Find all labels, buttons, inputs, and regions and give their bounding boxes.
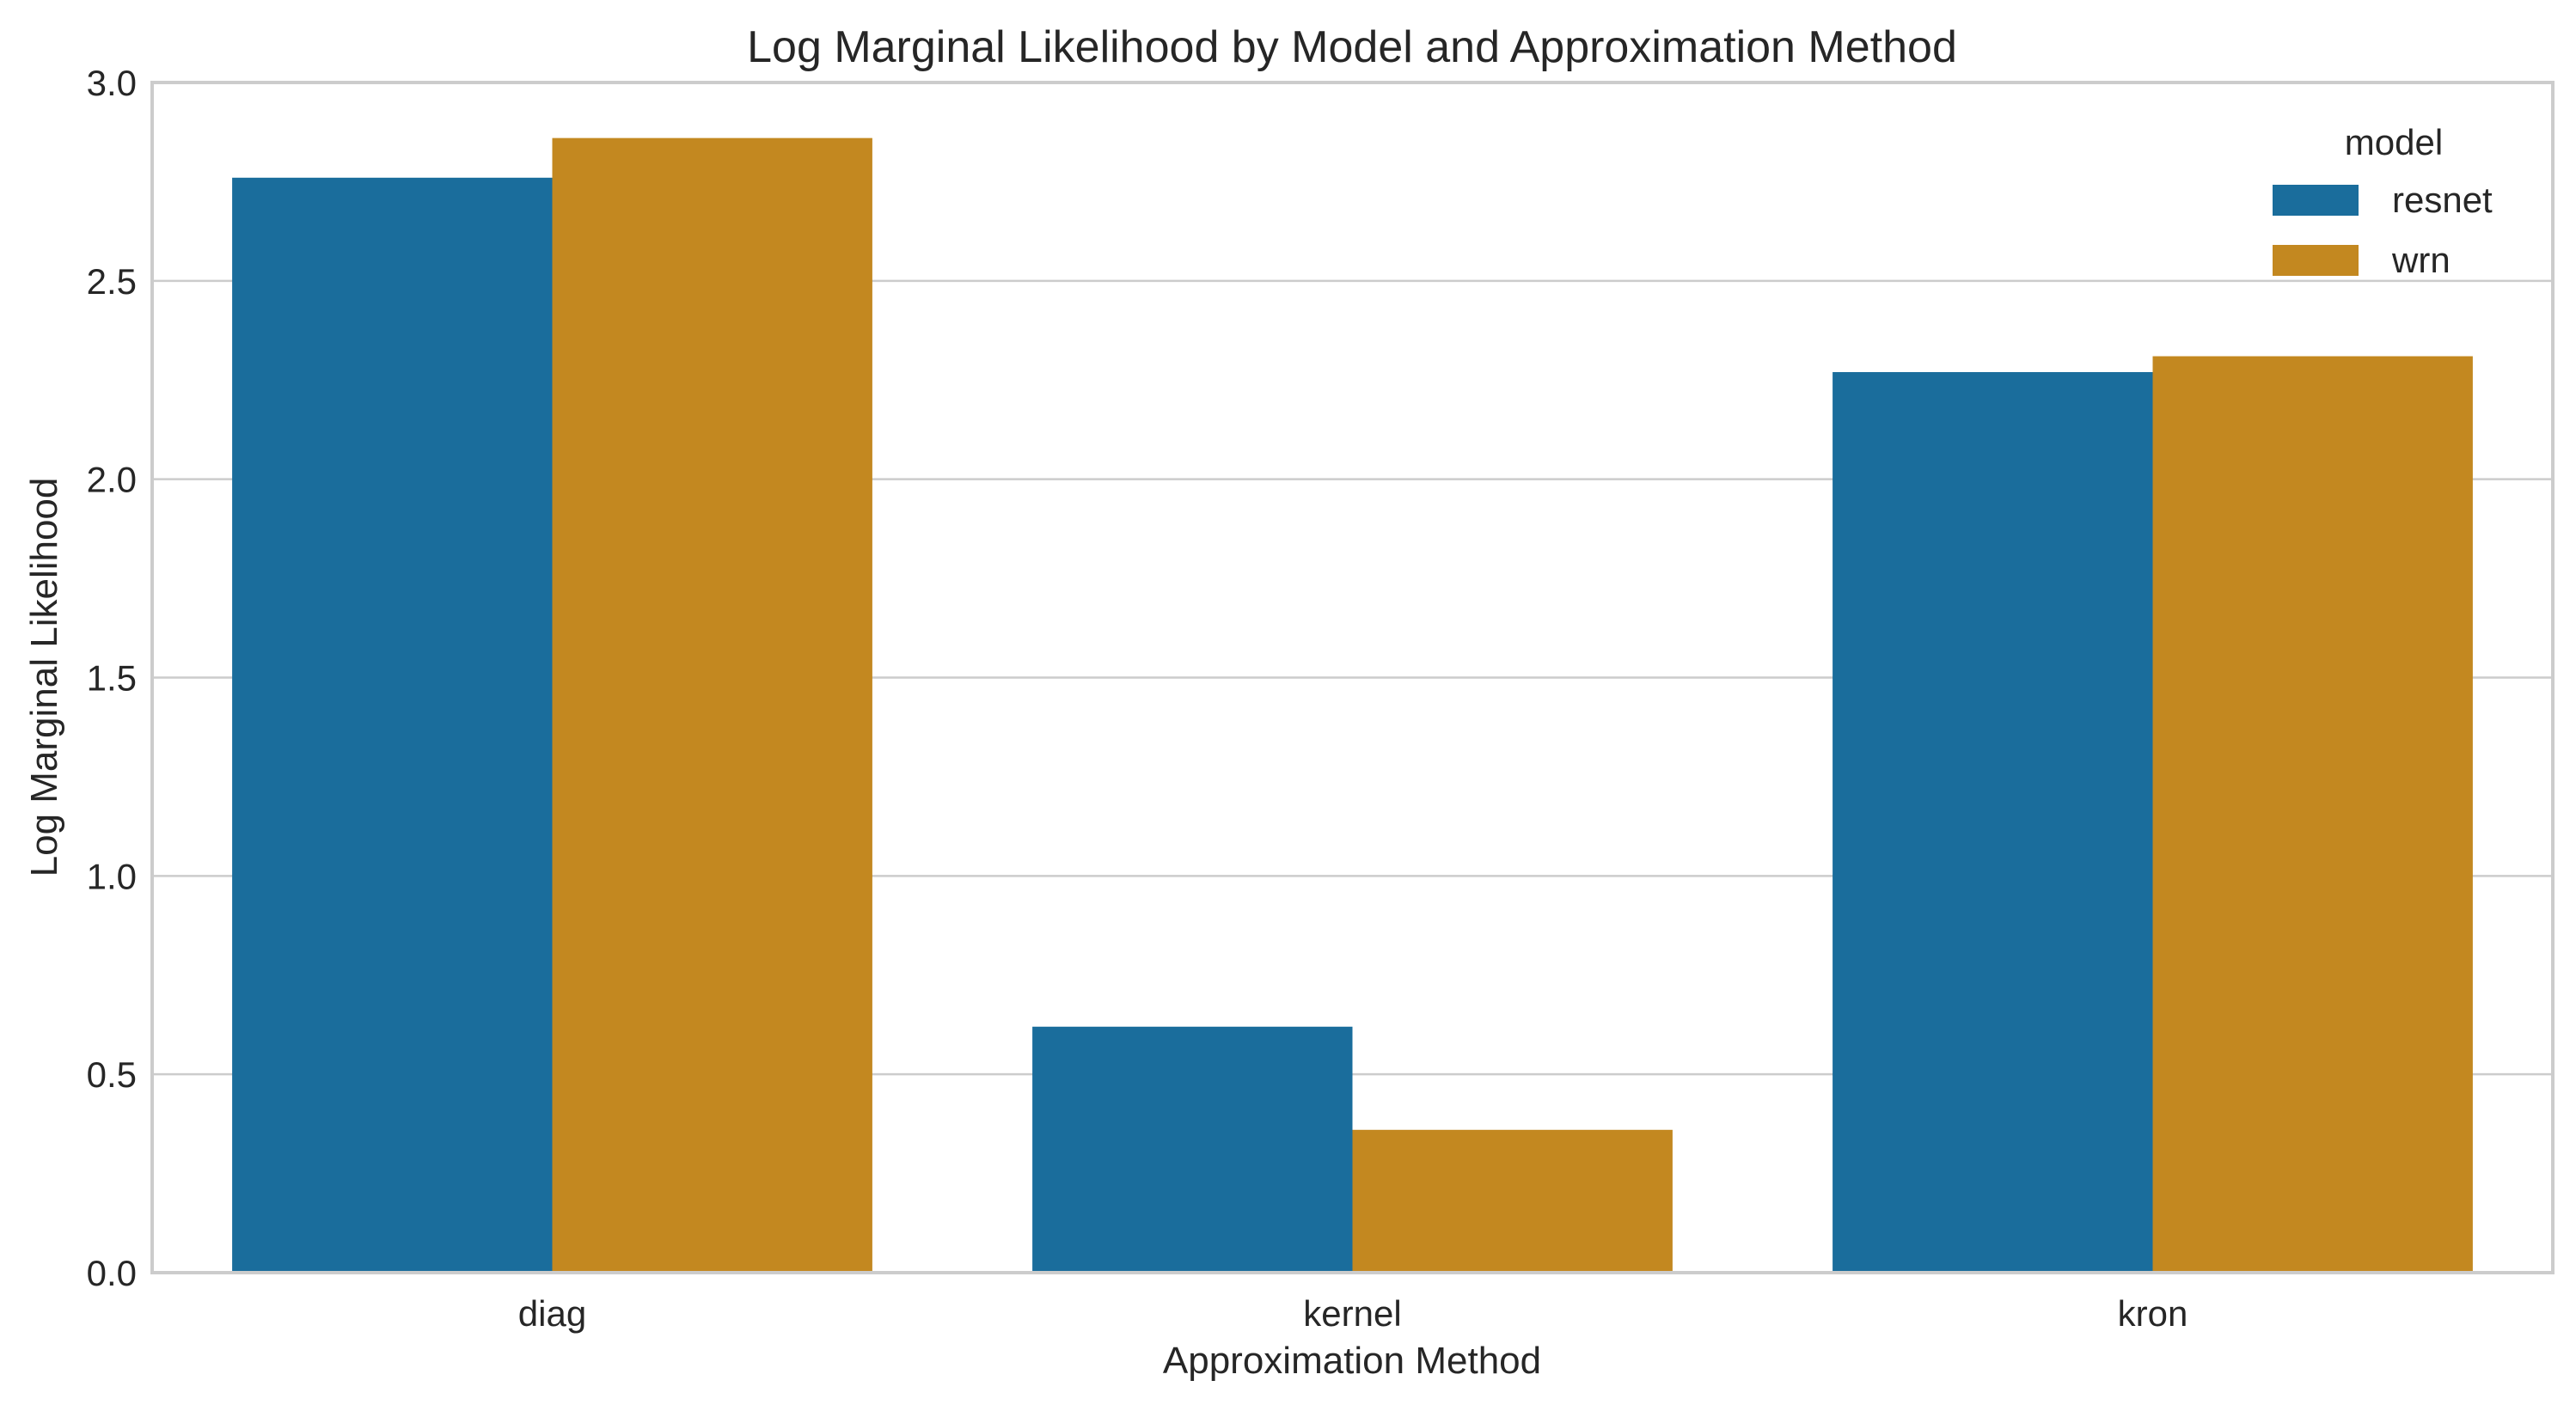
y-tick-label: 0.5 — [87, 1054, 137, 1095]
bar-wrn-diag — [552, 137, 872, 1274]
bar-resnet-kernel — [1032, 1026, 1353, 1273]
plot-frame — [150, 81, 2555, 1274]
y-tick-label: 1.5 — [87, 658, 137, 699]
bars — [232, 137, 2473, 1274]
y-tick-label: 1.0 — [87, 856, 137, 896]
legend-label-wrn: wrn — [2391, 240, 2451, 280]
y-tick-label: 3.0 — [87, 63, 137, 103]
y-axis-label: Log Marginal Likelihood — [23, 478, 65, 877]
bar-wrn-kron — [2152, 356, 2473, 1273]
x-tick-label: kernel — [1303, 1293, 1401, 1334]
x-tick-labels: diag kernel kron — [518, 1293, 2188, 1334]
legend-title: model — [2345, 122, 2443, 162]
y-tick-label: 2.0 — [87, 460, 137, 500]
bar-resnet-diag — [232, 177, 553, 1273]
legend-items: resnet wrn — [2273, 180, 2493, 280]
x-axis-label: Approximation Method — [1163, 1340, 1541, 1382]
y-tick-label: 2.5 — [87, 261, 137, 302]
legend: model resnet wrn — [2273, 122, 2493, 280]
y-tick-label: 0.0 — [87, 1253, 137, 1293]
bar-resnet-kron — [1833, 372, 2153, 1274]
y-tick-labels: 0.0 0.5 1.0 1.5 2.0 2.5 3.0 — [87, 63, 137, 1293]
x-tick-label: diag — [518, 1293, 586, 1334]
legend-label-resnet: resnet — [2392, 180, 2493, 220]
chart-title: Log Marginal Likelihood by Model and App… — [747, 22, 1957, 72]
legend-swatch-wrn — [2273, 245, 2359, 276]
x-tick-label: kron — [2118, 1293, 2188, 1334]
bar-wrn-kernel — [1352, 1129, 1673, 1273]
legend-swatch-resnet — [2273, 185, 2359, 216]
